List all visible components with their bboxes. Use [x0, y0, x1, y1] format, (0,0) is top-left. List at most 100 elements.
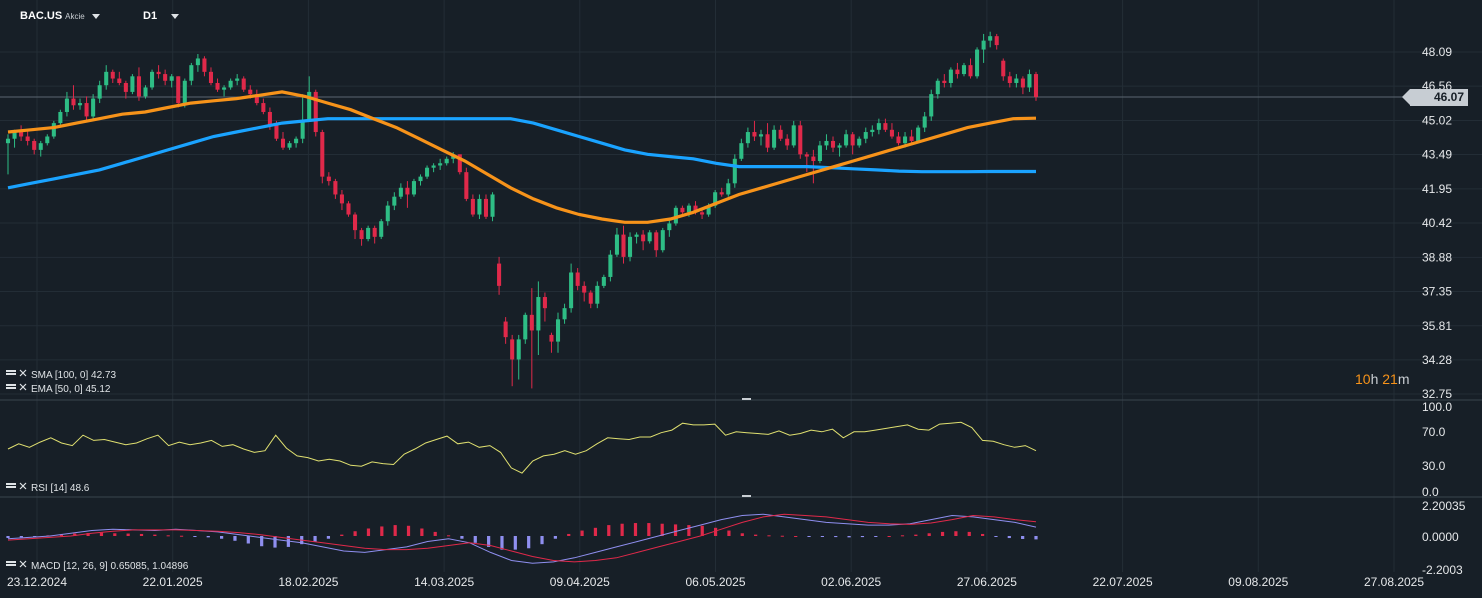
rsi-tick-label: 70.0: [1422, 425, 1446, 439]
price-tick-label: 32.75: [1422, 387, 1452, 401]
macd-histogram-bar: [6, 536, 10, 539]
candle-body: [497, 263, 502, 286]
macd-histogram-bar: [473, 536, 477, 543]
macd-histogram-bar: [673, 524, 678, 536]
macd-indicator-label: MACD [12, 26, 9] 0.65085, 1.04896: [31, 561, 189, 572]
candle-body: [222, 87, 227, 90]
candle-body: [228, 80, 233, 88]
macd-histogram-bar: [206, 536, 210, 538]
macd-histogram-bar: [340, 534, 344, 536]
candle-body: [1027, 74, 1032, 88]
candle-body: [425, 167, 430, 177]
price-tick-label: 37.35: [1422, 284, 1452, 298]
candle-body: [549, 334, 554, 342]
symbol-selector[interactable]: BAC.US Akcie: [20, 10, 100, 22]
candle-body: [889, 129, 894, 137]
candle-body: [274, 125, 279, 139]
candle-body: [287, 143, 292, 148]
indicator-labels: SMA [100, 0] 42.73 EMA [50, 0] 45.12 RSI […: [6, 369, 189, 572]
macd-histogram-bar: [313, 536, 317, 542]
candle-body: [182, 80, 187, 104]
macd-histogram-bar: [126, 533, 130, 536]
rsi-panel: 100.0 70.0 30.0 0.0: [7, 400, 1452, 499]
candle-body: [208, 71, 214, 83]
candle-body: [647, 232, 652, 242]
symbol-label: BAC.US: [20, 10, 63, 22]
candle-body: [5, 138, 11, 144]
candle-body: [555, 319, 561, 342]
candle-body: [745, 132, 750, 144]
macd-histogram-bar: [754, 534, 758, 536]
macd-histogram-bar: [326, 536, 331, 539]
macd-histogram-bar: [967, 531, 971, 536]
macd-histogram-bar: [633, 523, 638, 536]
grid-lines: [0, 0, 1482, 572]
candle-body: [45, 136, 50, 144]
candle-body: [117, 78, 122, 83]
macd-histogram-bar: [1007, 536, 1011, 539]
macd-histogram-bar: [460, 536, 464, 539]
macd-histogram-bar: [246, 536, 250, 544]
candlestick-series: [5, 31, 1039, 389]
candle-body: [621, 234, 626, 257]
macd-histogram-bar: [73, 533, 77, 536]
sma-indicator-label: SMA [100, 0] 42.73: [31, 370, 116, 381]
macd-histogram-bar: [580, 530, 584, 536]
macd-histogram-bar: [927, 533, 931, 536]
candle-body: [948, 69, 953, 83]
macd-histogram-bar: [113, 533, 117, 536]
timeframe-selector[interactable]: D1: [143, 10, 180, 22]
candle-countdown: 10h 21m: [1355, 371, 1410, 387]
candle-body: [1033, 74, 1039, 98]
candle-body: [542, 297, 547, 309]
candle-body: [261, 103, 266, 112]
candle-body: [883, 123, 888, 130]
candle-body: [359, 230, 364, 240]
candle-body: [562, 308, 567, 320]
price-tick-label: 48.09: [1422, 45, 1452, 59]
candle-body: [614, 234, 619, 255]
candle-body: [713, 192, 718, 206]
candle-body: [844, 134, 849, 146]
macd-histogram-bar: [59, 534, 64, 536]
macd-histogram-bar: [687, 525, 691, 536]
candle-body: [857, 138, 862, 146]
candle-body: [169, 76, 174, 81]
date-tick-label: 18.02.2025: [278, 575, 338, 589]
candle-body: [431, 165, 436, 168]
candle-body: [438, 163, 443, 166]
candle-body: [202, 58, 207, 72]
macd-histogram-bar: [1034, 536, 1038, 540]
date-tick-label: 22.01.2025: [143, 575, 203, 589]
indicator-settings-icon: [6, 564, 16, 566]
candle-body: [595, 285, 600, 304]
current-price-tag: 46.07: [1402, 89, 1468, 106]
candle-body: [483, 198, 489, 217]
macd-line: [7, 513, 1037, 564]
candle-body: [91, 98, 96, 117]
date-axis: 23.12.2024 22.01.2025 18.02.2025 14.03.2025…: [7, 575, 1424, 589]
candle-body: [896, 136, 901, 144]
candle-body: [569, 272, 574, 309]
candle-body: [752, 132, 757, 137]
candle-body: [588, 292, 593, 304]
candle-body: [824, 140, 829, 146]
macd-histogram-bar: [193, 536, 197, 537]
macd-histogram-bar: [446, 535, 451, 537]
macd-histogram-bar: [487, 536, 491, 547]
countdown-hours: 10: [1355, 371, 1371, 387]
macd-tick-label: 2.20035: [1422, 499, 1466, 513]
candle-body: [660, 230, 665, 251]
macd-histogram-bar: [954, 531, 958, 536]
candle-body: [975, 49, 980, 77]
macd-histogram-bar: [660, 523, 664, 536]
candle-body: [503, 321, 508, 338]
macd-histogram-bar: [86, 533, 90, 536]
macd-histogram-bar: [99, 532, 104, 536]
rsi-indicator-label: RSI [14] 48.6: [31, 483, 90, 494]
close-icon: [19, 482, 27, 490]
candle-body: [935, 80, 940, 95]
candle-body: [850, 134, 855, 146]
candle-body: [104, 71, 109, 86]
